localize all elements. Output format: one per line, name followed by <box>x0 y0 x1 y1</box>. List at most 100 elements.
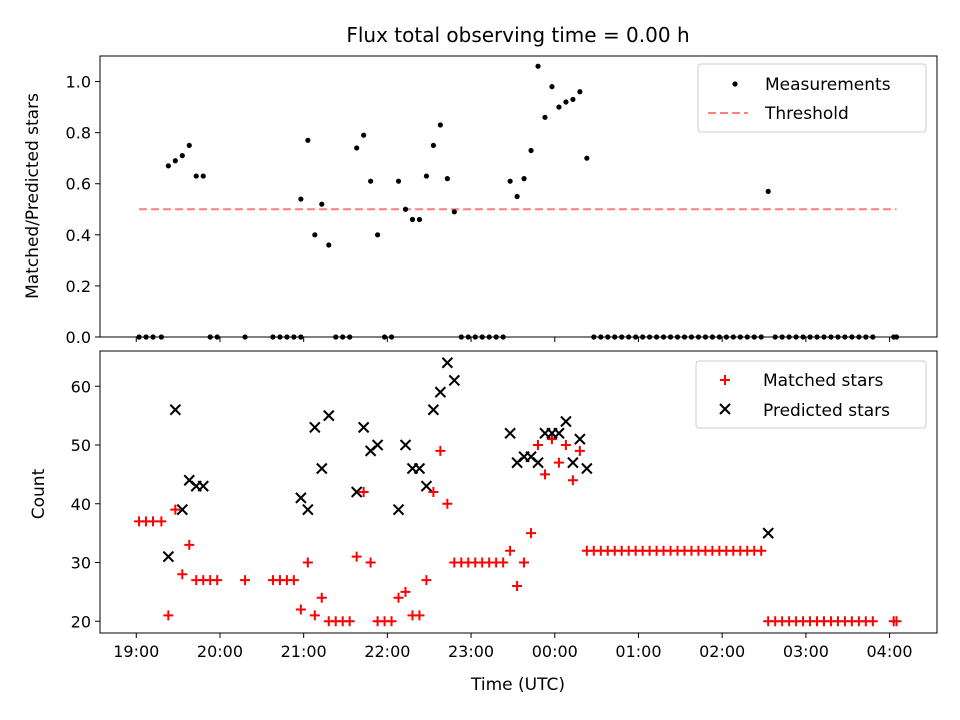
measurement-point <box>214 334 220 340</box>
measurement-point <box>744 334 750 340</box>
bottom-plot: 20 30 40 50 60 19:00 20:00 21:00 22:00 23:00 00:00… <box>71 350 938 661</box>
measurement-point <box>856 334 862 340</box>
measurement-point <box>298 334 304 340</box>
matched-point <box>867 616 878 627</box>
measurement-point <box>772 334 778 340</box>
measurement-point <box>765 188 771 194</box>
measurement-point <box>507 178 513 184</box>
bottom-xtick-label: 22:00 <box>364 642 410 661</box>
bottom-ytick-label: 50 <box>71 436 91 455</box>
measurement-point <box>605 334 611 340</box>
measurement-point <box>542 114 548 120</box>
measurement-point <box>549 84 555 90</box>
measurement-point <box>409 216 416 223</box>
matched-point <box>295 604 306 615</box>
measurement-point <box>165 163 171 169</box>
predicted-point <box>309 421 321 434</box>
bottom-xtick-label: 21:00 <box>281 642 327 661</box>
predicted-point <box>567 456 579 469</box>
measurement-point <box>893 334 900 340</box>
measurement-point <box>200 173 206 179</box>
matched-point <box>435 445 446 456</box>
matched-point <box>567 475 578 486</box>
measurement-point <box>361 132 367 138</box>
measurement-point <box>242 334 248 340</box>
measurement-point <box>870 334 876 340</box>
measurement-point <box>849 334 855 340</box>
measurement-point <box>786 334 792 340</box>
measurement-point <box>402 206 409 212</box>
matched-point <box>421 575 432 586</box>
measurement-point <box>472 334 478 340</box>
measurement-point <box>737 334 743 340</box>
predicted-point <box>162 550 175 563</box>
bottom-ytick-label: 30 <box>71 554 91 573</box>
measurement-point <box>667 334 674 340</box>
legend-measurements-marker <box>732 81 738 87</box>
measurement-point <box>395 178 402 184</box>
bottom-legend: Matched stars Predicted stars <box>695 360 927 429</box>
measurement-point <box>723 334 729 340</box>
measurement-point <box>150 334 156 340</box>
measurement-point <box>535 63 541 69</box>
matched-point <box>553 457 564 468</box>
measurement-point <box>298 196 304 202</box>
measurement-point <box>430 142 437 149</box>
measurement-point <box>186 142 192 149</box>
matched-point <box>560 440 571 450</box>
predicted-point <box>197 480 209 492</box>
measurement-point <box>326 242 332 248</box>
measurement-point <box>136 334 142 340</box>
predicted-point <box>350 486 363 498</box>
matched-point <box>358 487 369 497</box>
bottom-ytick-label: 40 <box>71 495 91 514</box>
matched-point <box>212 575 223 586</box>
measurement-point <box>619 334 625 340</box>
bottom-xtick-label: 00:00 <box>532 642 578 661</box>
legend-predicted-label: Predicted stars <box>763 401 890 421</box>
measurement-point <box>465 334 471 340</box>
bottom-xtick-label: 19:00 <box>113 642 159 661</box>
bottom-xtick-label: 23:00 <box>448 642 494 661</box>
matched-point <box>365 557 376 568</box>
matched-point <box>344 616 355 627</box>
measurement-point <box>584 155 590 161</box>
matched-point <box>309 610 320 621</box>
predicted-point <box>448 374 461 387</box>
measurement-point <box>591 334 597 340</box>
measurement-point <box>758 334 764 340</box>
top-chart-title: Flux total observing time = 0.00 h <box>346 23 689 47</box>
matched-point <box>148 516 159 527</box>
predicted-point <box>762 527 774 539</box>
measurement-point <box>388 334 395 340</box>
measurement-point <box>751 334 757 340</box>
measurement-point <box>451 209 457 215</box>
top-ytick-label: 0.6 <box>66 175 91 194</box>
top-ytick-label: 0.0 <box>66 328 91 347</box>
top-ytick-label: 1.0 <box>66 73 91 92</box>
matched-point <box>574 445 585 456</box>
matched-point <box>393 592 404 603</box>
measurement-point <box>577 89 583 95</box>
matched-point <box>400 586 411 597</box>
matched-point <box>546 434 557 445</box>
predicted-point <box>295 492 307 504</box>
measurement-point <box>333 334 339 340</box>
top-chart-ylabel: Matched/Predicted stars <box>23 93 43 299</box>
measurement-point <box>291 334 297 340</box>
top-legend-box <box>697 63 927 133</box>
bottom-xtick-label: 04:00 <box>867 642 913 661</box>
measurement-point <box>179 153 185 159</box>
top-plot: 0.0 0.2 0.4 0.6 0.8 1.0 <box>66 55 938 347</box>
matched-point <box>163 610 174 621</box>
measurement-point <box>486 334 492 340</box>
matched-point <box>428 487 439 497</box>
measurement-point <box>681 334 688 340</box>
matched-point <box>316 592 327 603</box>
bottom-plot-frame <box>99 350 938 634</box>
bottom-xtick-label: 20:00 <box>197 642 243 661</box>
measurement-point <box>193 173 199 179</box>
predicted-point <box>357 421 370 434</box>
matched-point <box>386 616 397 627</box>
